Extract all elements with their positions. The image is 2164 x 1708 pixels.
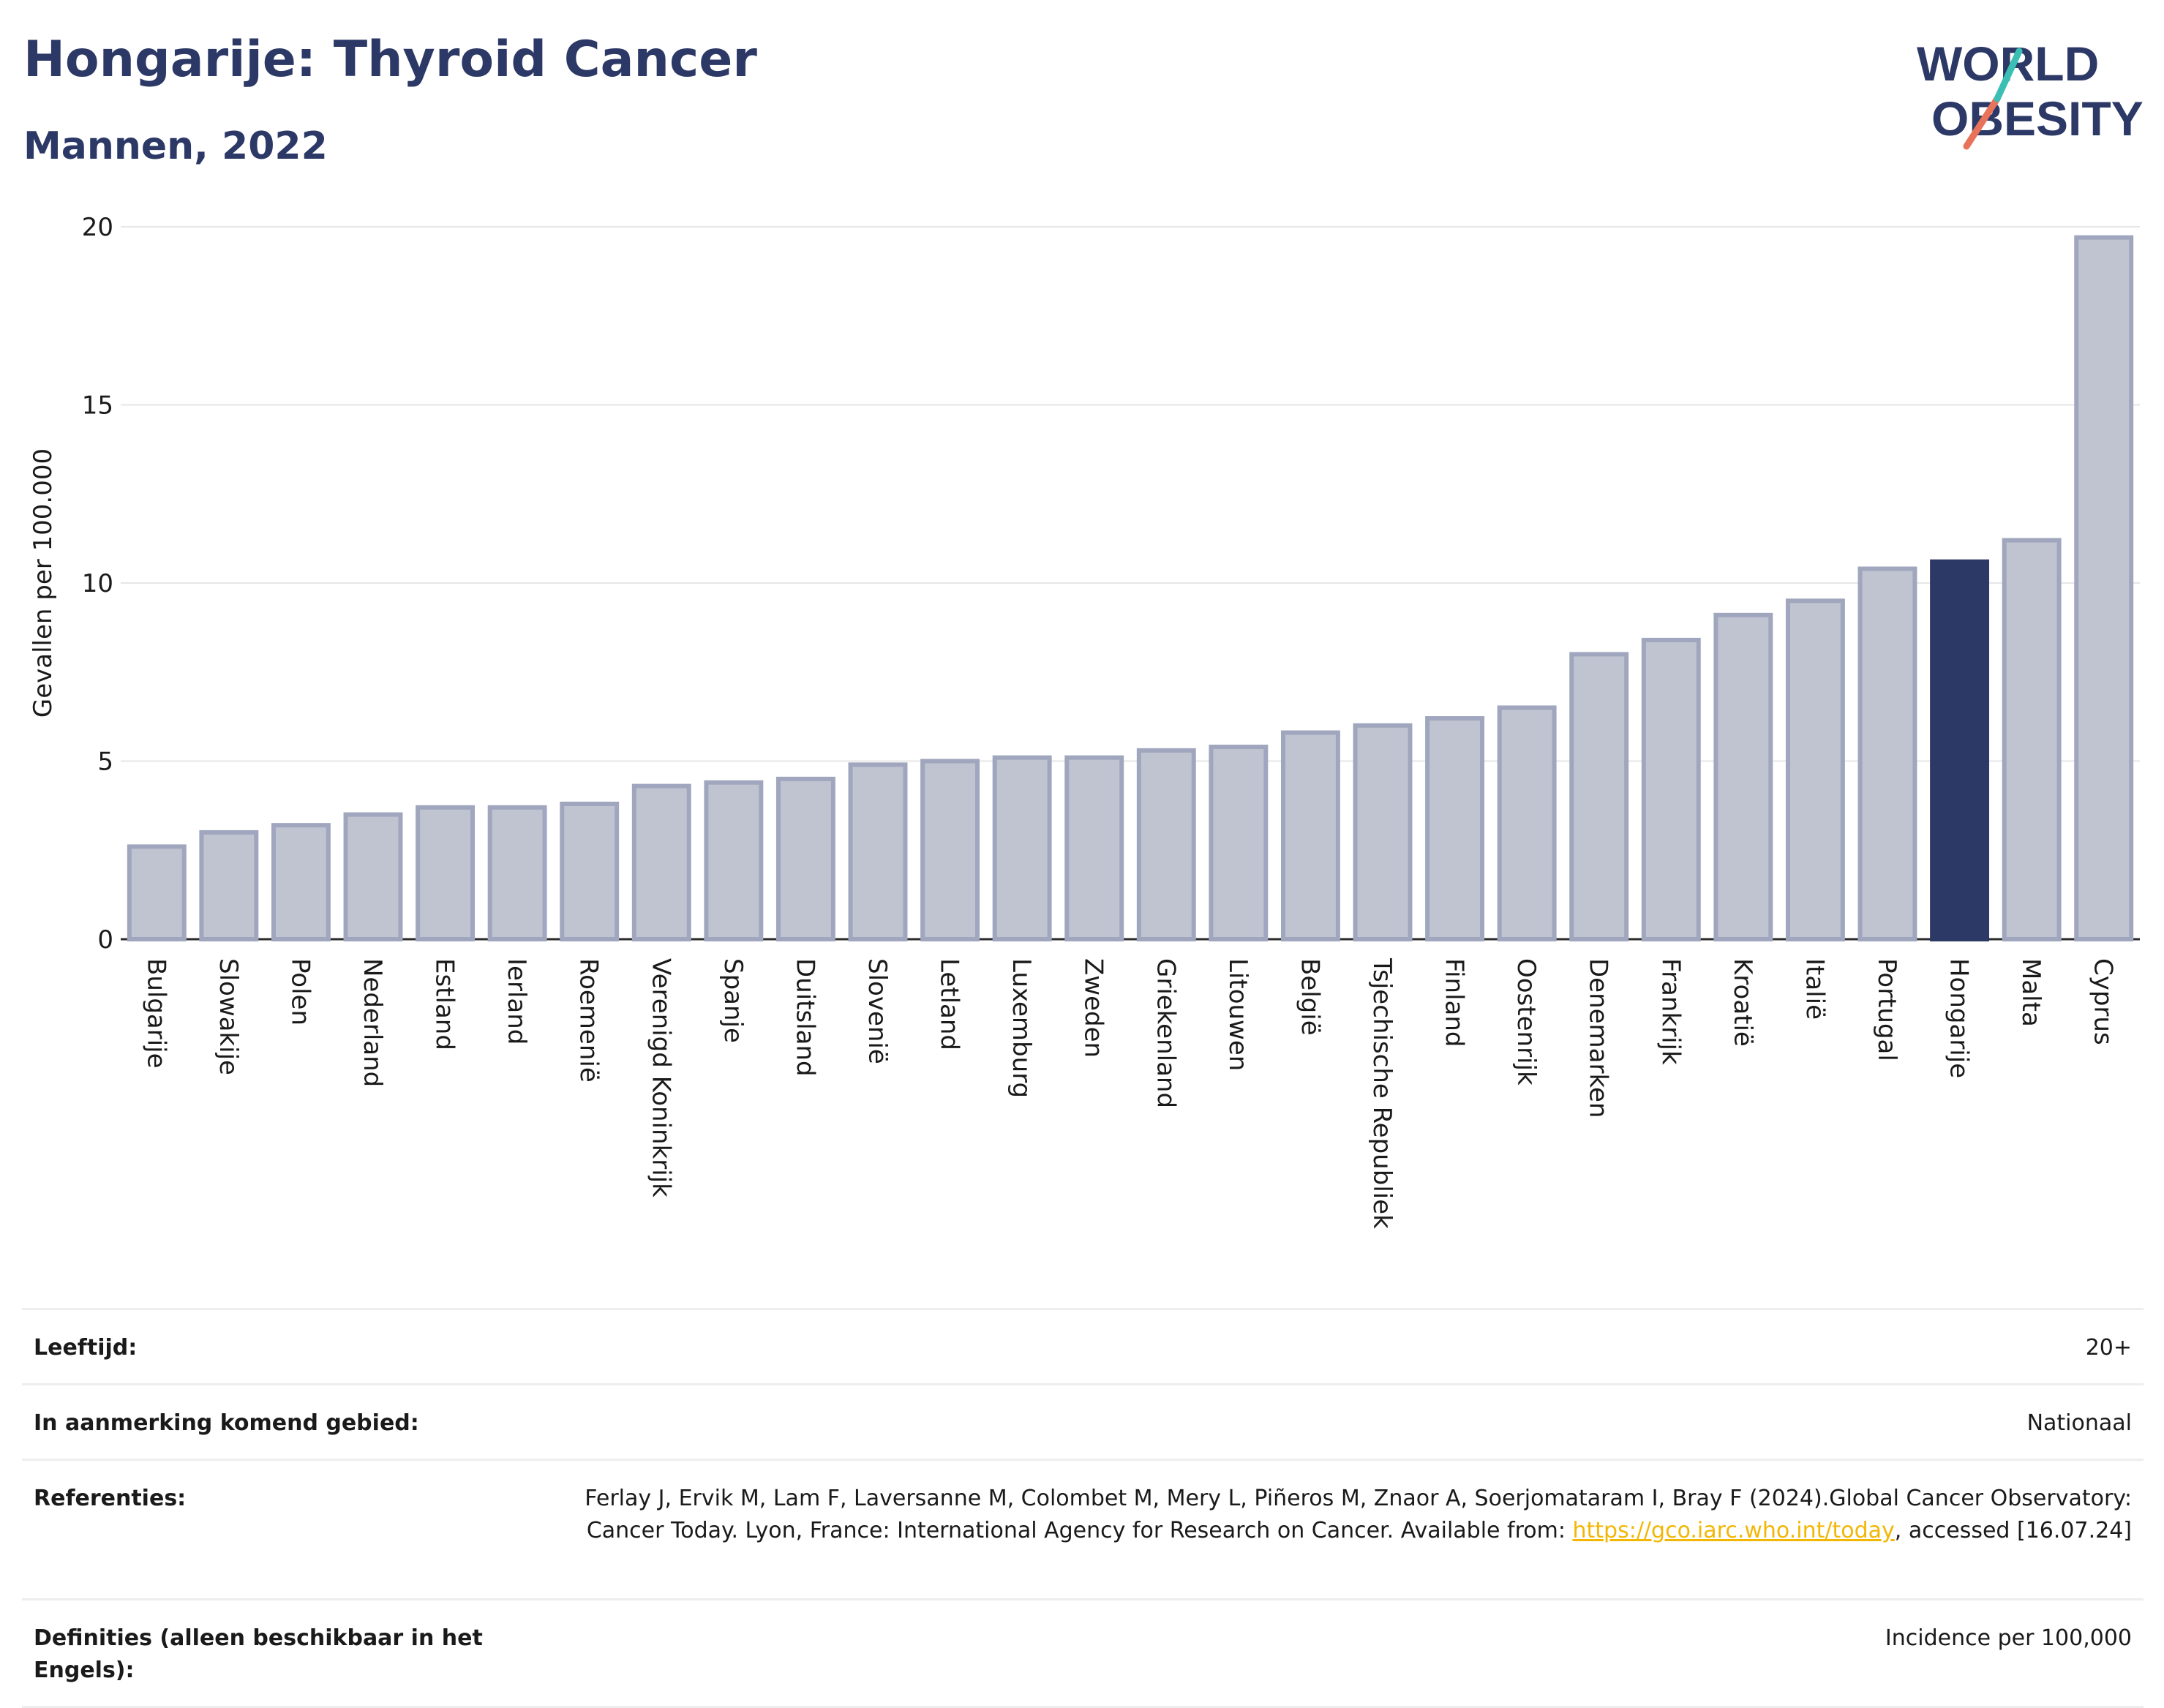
x-tick-label: Portugal	[1872, 958, 1901, 1061]
bar-verenigd-koninkrijk	[631, 783, 691, 941]
bar-polen	[271, 823, 331, 942]
x-tick-label: Finland	[1440, 958, 1469, 1047]
bar-bulgarije	[127, 844, 187, 942]
x-tick-label: Verenigd Koninkrijk	[646, 958, 675, 1197]
bar-italië	[1785, 598, 1845, 941]
x-tick-label: Roemenië	[574, 958, 604, 1083]
x-tick-label: Griekenland	[1151, 958, 1180, 1108]
bar-zweden	[1064, 755, 1124, 941]
definitions-label: Definities (alleen beschikbaar in het En…	[34, 1625, 483, 1683]
x-tick-label: Luxemburg	[1007, 958, 1036, 1098]
bar-denemarken	[1569, 652, 1629, 942]
x-tick-label: Nederland	[358, 958, 387, 1087]
meta-row-age: Leeftijd: 20+	[22, 1308, 2144, 1383]
world-obesity-logo: WORLD OBESITY	[1917, 37, 2144, 150]
x-tick-label: Tsjechische Republiek	[1367, 958, 1397, 1229]
x-tick-label: België	[1295, 958, 1324, 1036]
bar-litouwen	[1209, 745, 1269, 942]
metadata-table: Leeftijd: 20+ In aanmerking komend gebie…	[22, 1308, 2144, 1708]
bar-luxemburg	[992, 755, 1052, 941]
bar-hongarije	[1930, 559, 1990, 941]
logo-slash-teal	[1994, 48, 2023, 102]
bar-roemenië	[560, 801, 620, 941]
logo-slash-red	[1963, 95, 2001, 150]
references-link[interactable]: https://gco.iarc.who.int/today	[1572, 1518, 1895, 1543]
bars	[127, 235, 2134, 942]
y-tick-labels: 0 5 10 15 20	[82, 213, 113, 955]
bar-griekenland	[1136, 748, 1196, 941]
references-text-2: , accessed [16.07.24]	[1894, 1518, 2132, 1543]
y-tick-label: 15	[82, 391, 113, 421]
definitions-value: Incidence per 100,000	[1885, 1625, 2132, 1651]
bar-kroatië	[1713, 612, 1773, 942]
bar-duitsland	[775, 776, 835, 941]
bar-frankrijk	[1641, 637, 1701, 941]
x-tick-label: Denemarken	[1584, 958, 1613, 1118]
age-value: 20+	[2085, 1335, 2132, 1361]
bar-ierland	[487, 805, 547, 942]
logo-line-2: OBESITY	[1931, 91, 2144, 146]
area-label: In aanmerking komend gebied:	[34, 1410, 419, 1436]
x-tick-label: Malta	[2016, 958, 2045, 1027]
references-value: Ferlay J, Ervik M, Lam F, Laversanne M, …	[522, 1483, 2132, 1547]
x-tick-labels: Bulgarije Slowakije Polen Nederland Estland I…	[141, 958, 2117, 1229]
bar-oostenrijk	[1497, 705, 1557, 941]
area-value: Nationaal	[2026, 1410, 2132, 1436]
x-tick-label: Duitsland	[790, 958, 819, 1077]
page-subtitle: Mannen, 2022	[23, 124, 328, 168]
bar-estland	[416, 805, 476, 942]
x-tick-label: Slovenië	[863, 958, 892, 1064]
meta-row-references: Referenties: Ferlay J, Ervik M, Lam F, L…	[22, 1459, 2144, 1598]
bar-belgië	[1280, 730, 1340, 941]
references-label: Referenties:	[34, 1486, 187, 1511]
x-tick-label: Bulgarije	[141, 958, 170, 1069]
meta-row-area: In aanmerking komend gebied: Nationaal	[22, 1383, 2144, 1459]
page-title: Hongarije: Thyroid Cancer	[23, 31, 757, 89]
bar-malta	[2002, 538, 2062, 941]
y-tick-label: 0	[97, 925, 113, 955]
bar-portugal	[1857, 566, 1917, 942]
x-tick-label: Litouwen	[1223, 958, 1252, 1071]
x-tick-label: Polen	[285, 958, 315, 1026]
bar-finland	[1425, 716, 1485, 941]
y-tick-label: 20	[82, 213, 113, 242]
x-tick-label: Hongarije	[1945, 958, 1974, 1078]
y-axis-label: Gevallen per 100.000	[29, 448, 58, 718]
age-label: Leeftijd:	[34, 1335, 138, 1361]
bar-nederland	[343, 812, 403, 942]
x-tick-label: Kroatië	[1728, 958, 1757, 1047]
bar-slovenië	[848, 762, 908, 941]
x-tick-label: Cyprus	[2089, 958, 2118, 1045]
references-text-1: Ferlay J, Ervik M, Lam F, Laversanne M, …	[585, 1486, 2132, 1543]
bar-chart: 0 5 10 15 20 Bulgarije Slowakije Polen Nederlan…	[29, 213, 2140, 1229]
x-tick-label: Letland	[935, 958, 964, 1050]
x-tick-label: Ierland	[502, 958, 531, 1045]
x-tick-label: Estland	[430, 958, 459, 1050]
meta-row-definitions: Definities (alleen beschikbaar in het En…	[22, 1598, 2144, 1708]
bar-cyprus	[2074, 235, 2134, 941]
bar-slowakije	[199, 829, 259, 942]
x-tick-label: Slowakije	[214, 958, 243, 1075]
y-tick-label: 10	[82, 569, 113, 598]
bar-spanje	[704, 780, 764, 941]
x-tick-label: Zweden	[1079, 958, 1108, 1058]
x-tick-label: Italië	[1800, 958, 1829, 1020]
x-tick-label: Spanje	[718, 958, 748, 1043]
x-tick-label: Oostenrijk	[1511, 958, 1541, 1086]
y-tick-label: 5	[97, 748, 113, 777]
bar-tsjechische-republiek	[1353, 723, 1413, 941]
bar-letland	[920, 759, 980, 941]
x-tick-label: Frankrijk	[1656, 958, 1685, 1065]
